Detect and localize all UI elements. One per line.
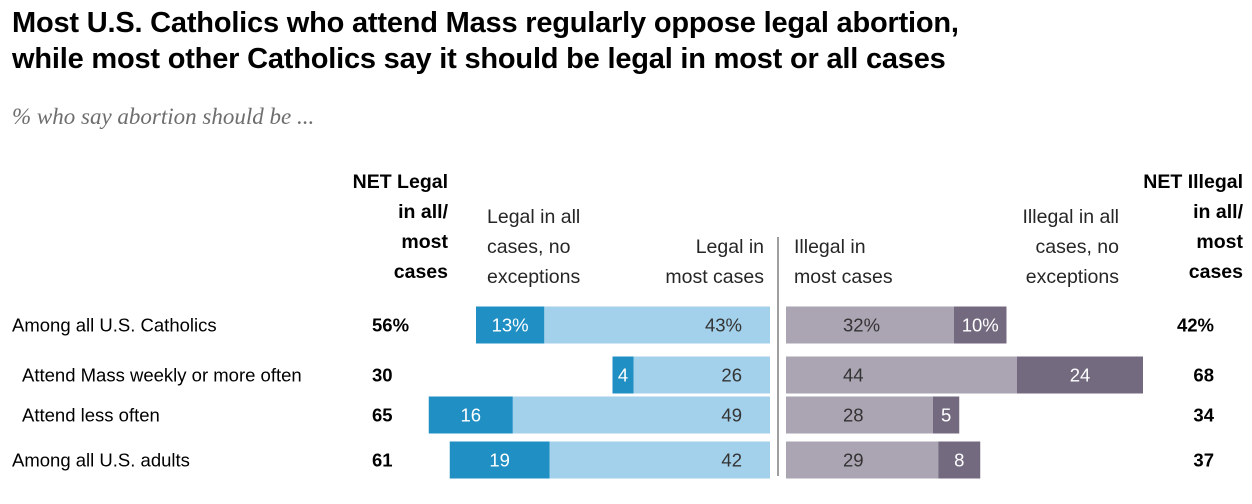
bar-legal-all	[449, 441, 550, 479]
header-net-illegal: NET Illegal in all/most cases	[1143, 171, 1243, 283]
bar-illegal-most	[786, 356, 1017, 394]
bar-illegal-most	[786, 306, 954, 344]
header-net-illegal-line: NET Illegal	[1143, 171, 1243, 193]
header-legal-all-line: exceptions	[487, 266, 580, 288]
header-net-legal-line: NET Legal	[353, 171, 448, 193]
header-legal-all-line: cases, no	[487, 236, 571, 258]
label-legal-most: 49	[721, 405, 742, 426]
label-illegal-all: 10%	[962, 315, 999, 336]
label-illegal-all: 24	[1070, 365, 1091, 386]
bar-legal-most	[512, 396, 770, 434]
header-net-legal-line: cases	[394, 261, 448, 283]
header-legal-most-line: Legal in	[696, 236, 764, 258]
net-illegal-value: 37	[1193, 450, 1214, 471]
bar-legal-all	[612, 356, 634, 394]
chart-row: Attend Mass weekly or more often 30 68 4 26 4…	[22, 356, 1214, 394]
bar-legal-most	[549, 441, 770, 479]
bar-illegal-all	[933, 396, 960, 434]
bar-illegal-all	[954, 306, 1007, 344]
label-legal-all: 13%	[492, 315, 529, 336]
header-illegal-most: Illegal in most cases	[794, 236, 893, 288]
chart-rows: Among all U.S. Catholics 56% 42% 13% 43% 32% 1…	[12, 306, 1215, 479]
bar-illegal-most	[786, 396, 933, 434]
label-illegal-most: 28	[843, 405, 864, 426]
header-net-legal-line: in all/	[398, 201, 448, 223]
bar-legal-all	[476, 306, 545, 344]
label-legal-most: 43%	[705, 315, 742, 336]
header-net-legal: NET Legal in all/most cases	[353, 171, 449, 283]
row-label: Attend less often	[22, 405, 160, 426]
label-legal-all: 19	[489, 450, 510, 471]
bar-illegal-all	[1017, 356, 1143, 394]
net-illegal-value: 42%	[1177, 315, 1214, 336]
row-label: Attend Mass weekly or more often	[22, 365, 302, 386]
header-net-illegal-line: cases	[1189, 261, 1243, 283]
label-illegal-most: 44	[843, 365, 864, 386]
header-illegal-most-line: Illegal in	[794, 236, 866, 258]
bar-legal-most	[544, 306, 770, 344]
label-illegal-most: 29	[843, 450, 864, 471]
label-legal-all: 16	[460, 405, 481, 426]
header-illegal-most-line: most cases	[794, 266, 893, 288]
bar-illegal-most	[786, 441, 939, 479]
label-legal-most: 42	[721, 450, 742, 471]
header-legal-most-line: most cases	[665, 266, 764, 288]
row-label: Among all U.S. Catholics	[12, 315, 217, 336]
net-legal-value: 61	[372, 450, 393, 471]
label-legal-all: 4	[618, 365, 628, 386]
header-illegal-all-line: Illegal in all	[1023, 206, 1119, 228]
bar-legal-most	[633, 356, 770, 394]
title-line-1: Most U.S. Catholics who attend Mass regu…	[12, 7, 959, 39]
title-line-2: while most other Catholics say it should…	[12, 43, 946, 75]
label-illegal-all: 5	[941, 405, 951, 426]
column-headers: NET Legal in all/most cases Legal in all cas…	[353, 171, 1244, 288]
label-illegal-most: 32%	[843, 315, 880, 336]
net-legal-value: 30	[372, 365, 393, 386]
row-label: Among all U.S. adults	[12, 450, 190, 471]
label-illegal-all: 8	[954, 450, 964, 471]
bar-illegal-all	[938, 441, 981, 479]
chart-row: Among all U.S. adults 61 37 19 42 29 8	[12, 441, 1214, 479]
header-net-legal-line: most	[401, 231, 448, 253]
header-illegal-all: Illegal in all cases, no exceptions	[1023, 206, 1120, 288]
net-illegal-value: 68	[1193, 365, 1214, 386]
header-net-illegal-line: in all/	[1193, 201, 1243, 223]
chart-title: Most U.S. Catholics who attend Mass regu…	[12, 5, 1242, 77]
chart-row: Among all U.S. Catholics 56% 42% 13% 43% 32% 1…	[12, 306, 1214, 344]
header-illegal-all-line: exceptions	[1026, 266, 1119, 288]
header-legal-all: Legal in all cases, no exceptions	[487, 206, 580, 288]
header-legal-all-line: Legal in all	[487, 206, 580, 228]
header-illegal-all-line: cases, no	[1036, 236, 1120, 258]
bar-legal-all	[428, 396, 513, 434]
header-legal-most: Legal in most cases	[665, 236, 764, 288]
header-net-illegal-line: most	[1196, 231, 1243, 253]
net-illegal-value: 34	[1193, 405, 1214, 426]
chart-subtitle: % who say abortion should be ...	[12, 104, 315, 129]
chart-row: Attend less often 65 34 16 49 28 5	[22, 396, 1215, 434]
net-legal-value: 56%	[372, 315, 409, 336]
label-legal-most: 26	[721, 365, 742, 386]
net-legal-value: 65	[372, 405, 393, 426]
